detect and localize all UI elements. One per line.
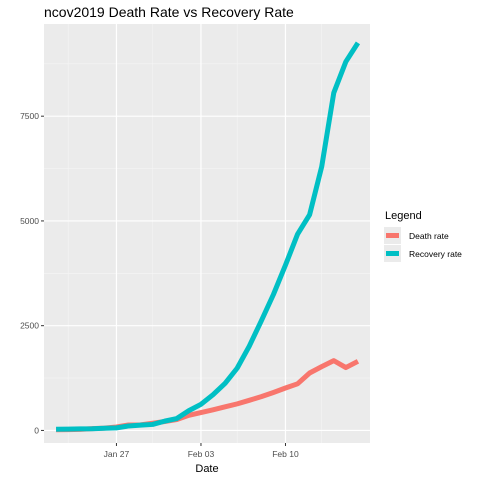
x-tick-label: Jan 27: [104, 449, 130, 459]
x-tick-label: Feb 10: [272, 449, 299, 459]
legend-label-death-rate: Death rate: [409, 231, 449, 241]
y-tick-label: 7500: [20, 111, 39, 121]
x-axis-title: Date: [195, 463, 218, 475]
x-tick-label: Feb 03: [188, 449, 215, 459]
y-axis: 0 2500 5000 7500: [20, 111, 44, 435]
legend-title: Legend: [385, 210, 422, 222]
legend: Legend Death rate Recovery rate: [384, 210, 462, 262]
y-tick-label: 5000: [20, 216, 39, 226]
y-tick-label: 0: [34, 425, 39, 435]
legend-label-recovery-rate: Recovery rate: [409, 249, 462, 259]
plot-panel: [44, 24, 370, 443]
chart-title: ncov2019 Death Rate vs Recovery Rate: [44, 4, 294, 20]
y-tick-label: 2500: [20, 321, 39, 331]
x-axis: Jan 27 Feb 03 Feb 10: [104, 443, 299, 459]
